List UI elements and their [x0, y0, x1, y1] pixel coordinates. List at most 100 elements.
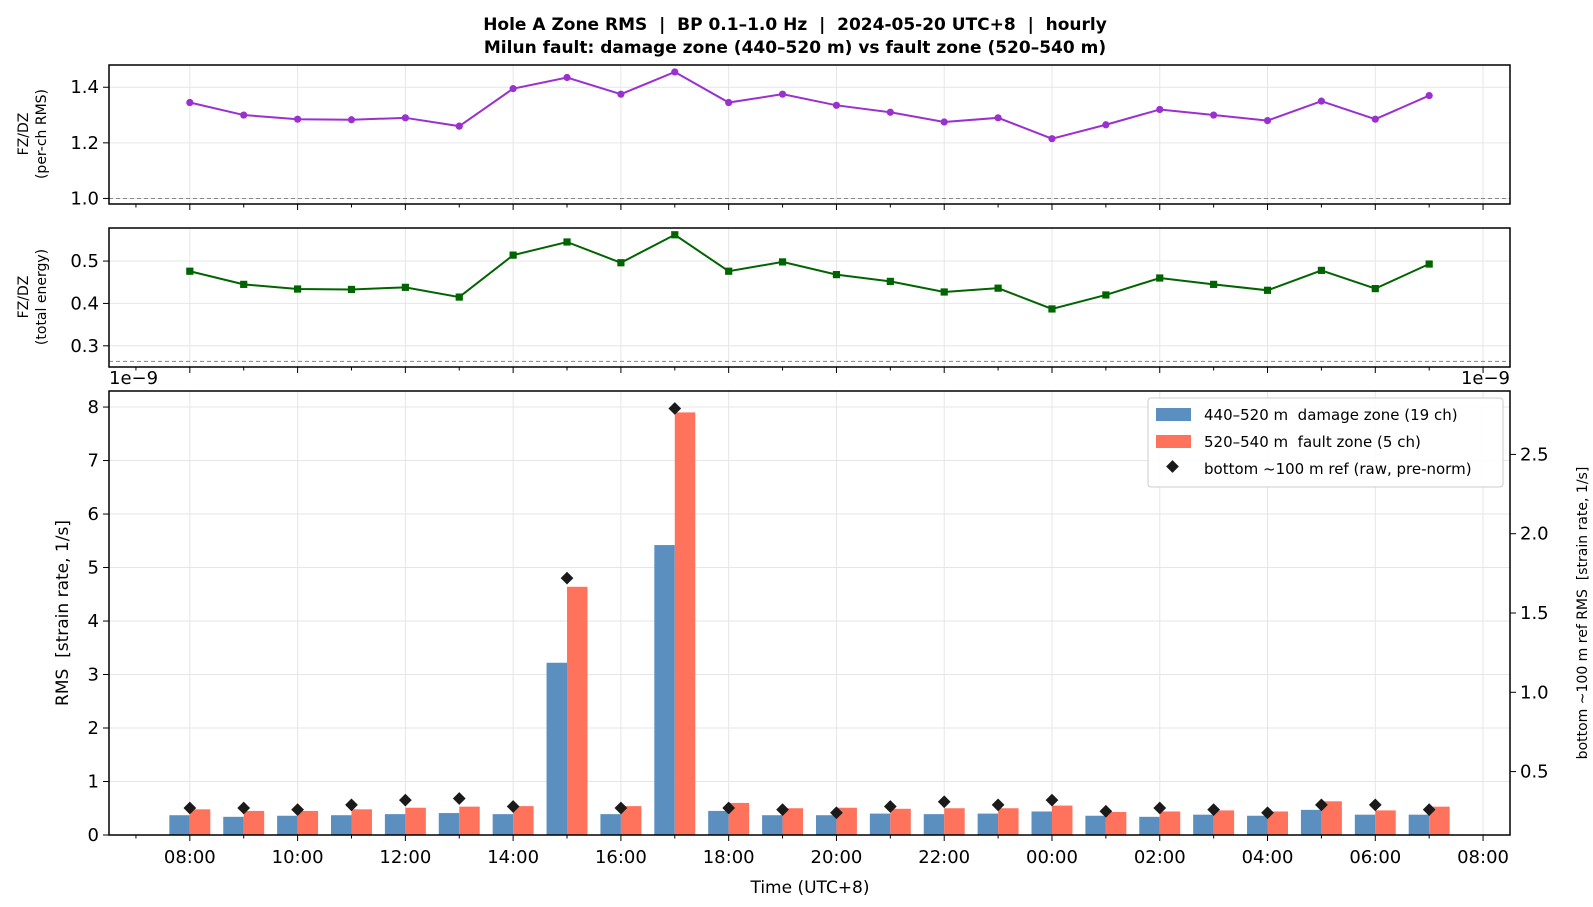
bar-damage-zone	[331, 815, 352, 835]
series-line	[189, 70, 1430, 140]
data-point	[1102, 291, 1110, 299]
x-tick-label: 08:00	[164, 847, 216, 868]
legend: 440–520 m damage zone (19 ch) 520–540 m …	[1147, 397, 1504, 488]
ref-marker	[506, 800, 520, 813]
data-point	[725, 267, 733, 275]
data-point	[347, 116, 356, 124]
data-point	[671, 68, 679, 76]
data-point	[994, 114, 1002, 122]
panel3-bars	[169, 412, 1450, 835]
data-point	[617, 90, 625, 98]
x-tick-label: 06:00	[1349, 847, 1401, 868]
bar-damage-zone	[546, 662, 568, 835]
x-tick-label: 10:00	[272, 847, 324, 868]
y2-tick-label: 1.0	[1520, 682, 1549, 703]
data-point	[778, 90, 787, 98]
x-tick-label: 18:00	[703, 847, 755, 868]
data-point	[186, 267, 194, 275]
panel2-yticks: 0.3 0.4 0.5	[70, 251, 109, 357]
bar-damage-zone	[654, 545, 675, 835]
bar-damage-zone	[1085, 815, 1106, 835]
bar-damage-zone	[384, 814, 406, 835]
ref-marker	[937, 795, 951, 809]
x-tick-label: 14:00	[487, 847, 539, 868]
data-point	[940, 118, 948, 126]
y-tick-label: 5	[88, 558, 99, 579]
data-point	[1317, 266, 1326, 274]
data-point	[886, 277, 894, 285]
y-tick-label: 0.3	[70, 336, 99, 357]
panel2-ylabel-line2: (total energy)	[34, 249, 50, 345]
bar-damage-zone	[923, 814, 945, 835]
y2-tick-label: 1.5	[1520, 603, 1549, 624]
data-point	[347, 285, 356, 294]
data-point	[994, 284, 1002, 292]
data-point	[293, 285, 302, 293]
legend-box	[1147, 397, 1504, 488]
data-point	[401, 114, 409, 122]
bar-fault-zone	[243, 810, 265, 835]
bar-fault-zone	[1051, 805, 1073, 835]
panel1-xticks	[135, 204, 1484, 210]
bar-fault-zone	[674, 412, 696, 835]
bar-fault-zone	[459, 806, 480, 835]
legend-label-ref: bottom ~100 m ref (raw, pre-norm)	[1204, 460, 1472, 478]
data-point	[563, 73, 571, 82]
data-point	[1102, 121, 1110, 129]
data-point	[1048, 305, 1056, 313]
x-axis-label: Time (UTC+8)	[749, 878, 869, 898]
bar-damage-zone	[438, 813, 460, 835]
data-point	[886, 108, 894, 116]
bar-fault-zone	[1267, 811, 1288, 835]
data-point	[832, 101, 841, 109]
bar-damage-zone	[492, 814, 514, 835]
bar-damage-zone	[762, 815, 783, 835]
data-point	[1156, 105, 1164, 114]
panel3-right-ylabel: bottom ~100 m ref RMS [strain rate, 1/s]	[1575, 467, 1591, 760]
bar-fault-zone	[189, 809, 211, 835]
x-tick-label: 20:00	[811, 847, 863, 868]
bar-fault-zone	[1213, 810, 1235, 835]
x-tick-label: 00:00	[1026, 847, 1078, 868]
y-tick-label: 7	[88, 451, 99, 472]
bar-damage-zone	[600, 814, 621, 835]
legend-swatch-fault-zone	[1156, 435, 1191, 448]
y-tick-label: 1.2	[70, 133, 99, 154]
panel1-frame	[108, 64, 1511, 205]
panel-ratio-rms: 1.0 1.2 1.4 FZ/DZ (per-ch RMS)	[16, 64, 1511, 210]
panel1-ylabel-line1: FZ/DZ	[16, 113, 32, 156]
data-point	[186, 98, 194, 107]
bar-damage-zone	[1247, 815, 1268, 835]
bar-damage-zone	[1031, 811, 1052, 835]
panel3-yticks: 0 1 2 3 4 5 6 7 8	[88, 397, 109, 846]
data-point	[293, 115, 302, 123]
chart-title-line2: Milun fault: damage zone (440–520 m) vs …	[484, 38, 1106, 58]
bar-fault-zone	[890, 808, 911, 835]
data-point	[1371, 285, 1379, 293]
bar-damage-zone	[1408, 814, 1430, 835]
bar-damage-zone	[1300, 809, 1322, 835]
data-point	[1317, 97, 1326, 105]
ref-marker	[399, 793, 412, 807]
legend-label-fault-zone: 520–540 m fault zone (5 ch)	[1204, 433, 1421, 451]
ref-marker	[560, 571, 574, 585]
data-point	[240, 280, 248, 288]
legend-label-damage-zone: 440–520 m damage zone (19 ch)	[1204, 406, 1458, 424]
bar-fault-zone	[405, 807, 426, 835]
data-point	[617, 259, 625, 267]
y2-tick-label: 2.5	[1520, 444, 1549, 465]
data-point	[1371, 115, 1379, 123]
data-point	[240, 111, 248, 119]
offset-text-left: 1e−9	[109, 368, 158, 389]
y-tick-label: 1.0	[70, 188, 99, 209]
x-tick-label: 02:00	[1134, 847, 1186, 868]
data-point	[509, 85, 517, 93]
x-tick-label: 08:00	[1457, 847, 1509, 868]
bar-damage-zone	[1354, 814, 1376, 835]
data-point	[1156, 274, 1164, 282]
y-tick-label: 0.5	[70, 251, 99, 272]
panel1-ylabel-line2: (per-ch RMS)	[34, 89, 50, 179]
panel2-xticks	[135, 367, 1484, 373]
bar-fault-zone	[944, 808, 965, 835]
data-point	[1210, 111, 1218, 119]
